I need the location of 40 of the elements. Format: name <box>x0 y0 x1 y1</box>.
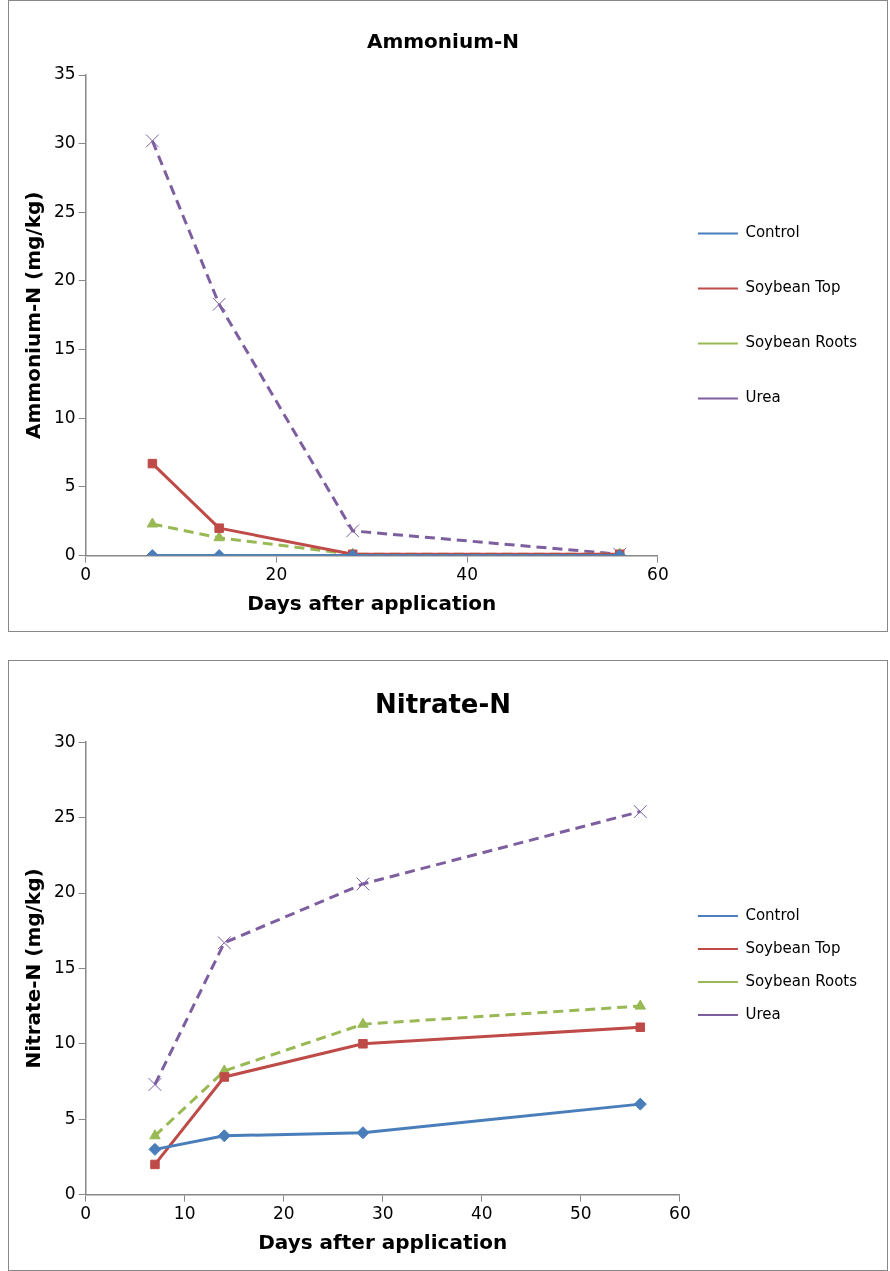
y-tick-label: 20 <box>53 269 76 290</box>
x-axis-title: Days after application <box>258 1230 508 1255</box>
y-tick-label: 10 <box>53 406 76 427</box>
y-tick-label: 25 <box>53 806 76 827</box>
y-tick-label: 35 <box>53 63 76 84</box>
x-tick-label: 10 <box>173 1203 196 1224</box>
legend-label: Soybean Top <box>745 278 841 297</box>
x-tick-label: 0 <box>80 1203 92 1224</box>
chart-title: Ammonium-N <box>366 29 520 54</box>
x-axis-title: Days after application <box>247 591 497 616</box>
x-tick-label: 0 <box>80 564 92 585</box>
y-tick-label: 25 <box>53 200 76 221</box>
chart-title: Nitrate-N <box>374 689 512 720</box>
legend-label: Urea <box>745 388 781 407</box>
y-tick-label: 20 <box>53 881 76 902</box>
x-tick-label: 40 <box>471 1203 493 1224</box>
y-tick-label: 30 <box>53 132 76 153</box>
x-tick-label: 20 <box>265 564 288 585</box>
x-tick-label: 40 <box>456 564 478 585</box>
legend-label: Control <box>745 223 800 242</box>
y-tick-label: 15 <box>53 338 76 359</box>
y-axis-title: Nitrate-N (mg/kg) <box>21 868 46 1069</box>
x-tick-label: 20 <box>272 1203 295 1224</box>
y-tick-label: 30 <box>53 730 76 751</box>
y-tick-label: 5 <box>64 475 76 496</box>
y-tick-label: 10 <box>53 1032 76 1053</box>
x-tick-label: 60 <box>647 564 669 585</box>
x-tick-label: 50 <box>570 1203 592 1224</box>
legend-label: Control <box>745 905 800 924</box>
y-tick-label: 0 <box>64 544 76 565</box>
y-tick-label: 15 <box>53 956 76 977</box>
legend-label: Soybean Top <box>745 938 841 957</box>
legend-label: Soybean Roots <box>745 333 858 352</box>
legend-label: Urea <box>745 1004 781 1023</box>
x-tick-label: 60 <box>669 1203 691 1224</box>
y-axis-title: Ammonium-N (mg/kg) <box>21 191 46 440</box>
y-tick-label: 0 <box>64 1183 76 1204</box>
y-tick-label: 5 <box>64 1107 76 1128</box>
x-tick-label: 30 <box>371 1203 394 1224</box>
legend-label: Soybean Roots <box>745 971 858 990</box>
